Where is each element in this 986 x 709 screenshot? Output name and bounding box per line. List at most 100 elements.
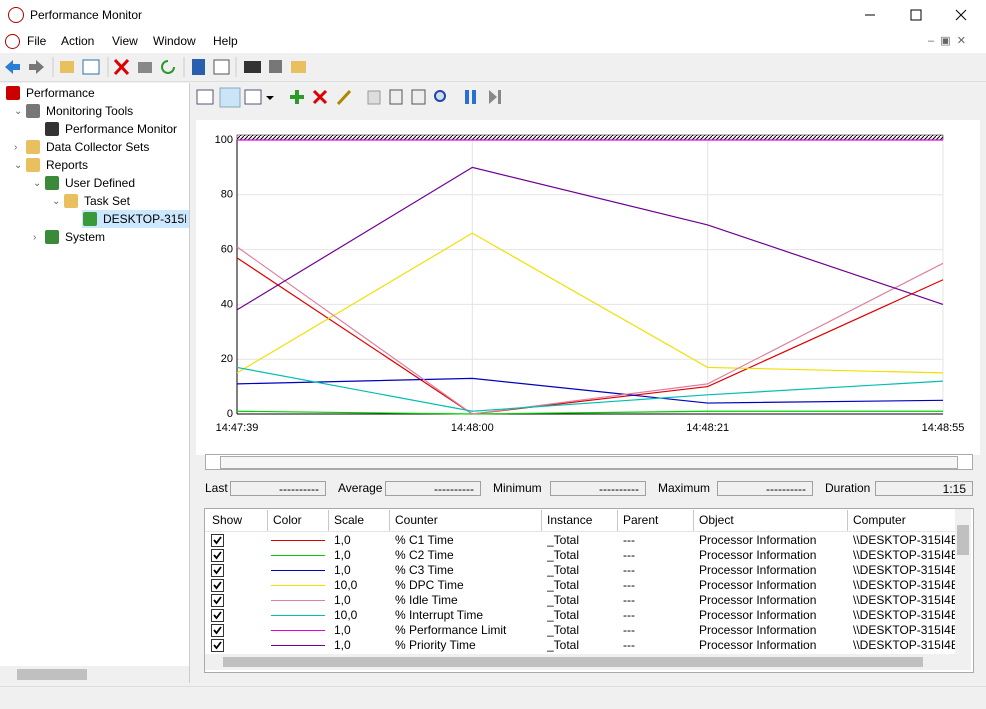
tree-expander[interactable]: › — [33, 230, 36, 245]
counter-object[interactable]: Processor Information — [699, 608, 816, 623]
counter-scale[interactable]: 1,0 — [334, 593, 351, 608]
tree-item[interactable]: Data Collector Sets — [46, 140, 149, 155]
tree-scrollbar[interactable] — [0, 666, 189, 683]
tree-item[interactable]: Task Set — [84, 194, 130, 209]
counter-scale[interactable]: 1,0 — [334, 548, 351, 563]
counter-name[interactable]: % DPC Time — [395, 578, 464, 593]
tree-expander[interactable]: ⌄ — [14, 158, 22, 173]
counter-instance[interactable]: _Total — [547, 548, 579, 563]
show-checkbox[interactable] — [211, 564, 224, 577]
column-header[interactable]: Parent — [623, 513, 658, 528]
counter-computer[interactable]: \\DESKTOP-315I4B9 — [853, 638, 955, 653]
show-checkbox[interactable] — [211, 639, 224, 652]
counter-computer[interactable]: \\DESKTOP-315I4B9 — [853, 548, 955, 563]
counter-name[interactable]: % Interrupt Time — [395, 608, 483, 623]
counter-object[interactable]: Processor Information — [699, 578, 816, 593]
counter-instance[interactable]: _Total — [547, 623, 579, 638]
mdi-controls[interactable]: – ▣ ✕ — [928, 34, 984, 50]
counter-object[interactable]: Processor Information — [699, 593, 816, 608]
counter-scale[interactable]: 10,0 — [334, 578, 357, 593]
counter-parent[interactable]: --- — [623, 608, 635, 623]
color-swatch — [271, 645, 325, 646]
counter-parent[interactable]: --- — [623, 533, 635, 548]
column-header[interactable]: Computer — [853, 513, 906, 528]
column-header[interactable]: Color — [273, 513, 302, 528]
tree-item[interactable]: Performance — [26, 86, 95, 101]
tree-icon — [45, 176, 59, 190]
counter-computer[interactable]: \\DESKTOP-315I4B9 — [853, 533, 955, 548]
tree-expander[interactable]: ⌄ — [14, 104, 22, 119]
tree-item[interactable]: Performance Monitor — [65, 122, 177, 137]
tree-expander[interactable]: ⌄ — [33, 176, 41, 191]
menu-item[interactable]: View — [112, 34, 138, 49]
chart-scrollbar[interactable] — [205, 454, 973, 470]
counter-object[interactable]: Processor Information — [699, 623, 816, 638]
counter-object[interactable]: Processor Information — [699, 548, 816, 563]
counter-parent[interactable]: --- — [623, 638, 635, 653]
counter-instance[interactable]: _Total — [547, 593, 579, 608]
counter-instance[interactable]: _Total — [547, 563, 579, 578]
tree-item[interactable]: User Defined — [65, 176, 135, 191]
tree-expander[interactable]: › — [14, 140, 17, 155]
counter-parent[interactable]: --- — [623, 548, 635, 563]
show-checkbox[interactable] — [211, 594, 224, 607]
counter-parent[interactable]: --- — [623, 578, 635, 593]
column-header[interactable]: Counter — [395, 513, 438, 528]
tree-icon — [64, 194, 78, 208]
show-checkbox[interactable] — [211, 534, 224, 547]
show-checkbox[interactable] — [211, 549, 224, 562]
counter-instance[interactable]: _Total — [547, 533, 579, 548]
counter-name[interactable]: % Performance Limit — [395, 623, 506, 638]
counter-computer[interactable]: \\DESKTOP-315I4B9 — [853, 608, 955, 623]
table-vscroll[interactable] — [955, 509, 971, 670]
tree-expander[interactable]: ⌄ — [52, 194, 60, 209]
counter-computer[interactable]: \\DESKTOP-315I4B9 — [853, 623, 955, 638]
toolbar-icons[interactable] — [0, 53, 320, 81]
column-header[interactable]: Show — [212, 513, 242, 528]
counter-name[interactable]: % C3 Time — [395, 563, 454, 578]
stat-value: 1:15 — [875, 481, 973, 496]
column-divider — [541, 510, 542, 532]
menu-item[interactable]: Action — [61, 34, 94, 49]
status-bar — [0, 686, 986, 709]
counter-computer[interactable]: \\DESKTOP-315I4B9 — [853, 563, 955, 578]
counter-object[interactable]: Processor Information — [699, 638, 816, 653]
counter-scale[interactable]: 1,0 — [334, 638, 351, 653]
counter-instance[interactable]: _Total — [547, 608, 579, 623]
chart-toolbar[interactable] — [193, 85, 523, 111]
counter-computer[interactable]: \\DESKTOP-315I4B9 — [853, 593, 955, 608]
show-checkbox[interactable] — [211, 624, 224, 637]
counter-name[interactable]: % C1 Time — [395, 533, 454, 548]
counter-name[interactable]: % C2 Time — [395, 548, 454, 563]
counter-object[interactable]: Processor Information — [699, 563, 816, 578]
counter-name[interactable]: % Priority Time — [395, 638, 476, 653]
chart: 02040608010014:47:3914:48:0014:48:2114:4… — [196, 120, 980, 455]
table-hscroll[interactable] — [205, 654, 971, 670]
menu-item[interactable]: Window — [153, 34, 196, 49]
column-header[interactable]: Scale — [334, 513, 364, 528]
window-controls[interactable] — [850, 0, 986, 30]
counter-parent[interactable]: --- — [623, 563, 635, 578]
counter-scale[interactable]: 1,0 — [334, 533, 351, 548]
tree-item[interactable]: Monitoring Tools — [46, 104, 133, 119]
show-checkbox[interactable] — [211, 579, 224, 592]
column-header[interactable]: Instance — [547, 513, 592, 528]
show-checkbox[interactable] — [211, 609, 224, 622]
tree-item[interactable]: DESKTOP-315I4B — [103, 212, 186, 227]
counter-computer[interactable]: \\DESKTOP-315I4B9 — [853, 578, 955, 593]
counter-scale[interactable]: 1,0 — [334, 563, 351, 578]
column-header[interactable]: Object — [699, 513, 734, 528]
counter-instance[interactable]: _Total — [547, 638, 579, 653]
tree-item[interactable]: Reports — [46, 158, 88, 173]
tree-item[interactable]: System — [65, 230, 105, 245]
menu-item[interactable]: File — [27, 34, 46, 49]
counter-instance[interactable]: _Total — [547, 578, 579, 593]
counter-scale[interactable]: 1,0 — [334, 623, 351, 638]
counter-parent[interactable]: --- — [623, 623, 635, 638]
counter-parent[interactable]: --- — [623, 593, 635, 608]
counter-scale[interactable]: 10,0 — [334, 608, 357, 623]
menu-item[interactable]: Help — [213, 34, 238, 49]
counter-object[interactable]: Processor Information — [699, 533, 816, 548]
counter-name[interactable]: % Idle Time — [395, 593, 458, 608]
